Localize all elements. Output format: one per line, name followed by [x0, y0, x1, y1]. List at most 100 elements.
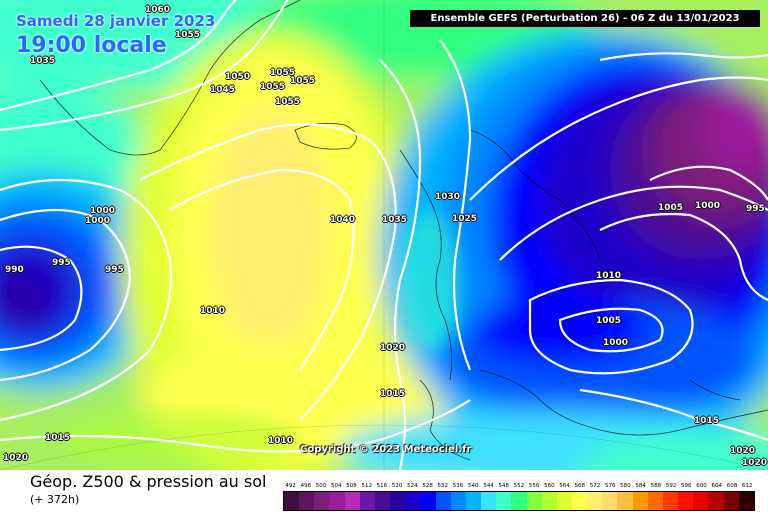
isobar-label: 1020 — [380, 343, 406, 353]
legend-swatch — [405, 492, 421, 510]
isobar-label: 995 — [52, 258, 71, 268]
legend-label: 528 — [422, 483, 433, 489]
legend-label: 580 — [620, 483, 631, 489]
legend-label: 496 — [300, 483, 312, 489]
legend-swatch — [556, 492, 572, 510]
legend-label: 516 — [376, 483, 388, 489]
isobar-label: 1020 — [3, 453, 29, 463]
isobar-label: 1000 — [603, 338, 629, 348]
geopotential-field — [0, 0, 768, 470]
legend-swatch — [435, 492, 451, 510]
legend-swatch — [708, 492, 724, 510]
legend-label: 600 — [696, 483, 707, 489]
isobar-lines — [0, 0, 768, 470]
legend-swatch — [344, 492, 360, 510]
isobar-label: 1000 — [695, 201, 721, 211]
legend-swatch — [329, 492, 345, 510]
isobar-label: 1015 — [694, 416, 720, 426]
isobar-label: 995 — [746, 204, 765, 214]
legend-swatch — [647, 492, 663, 510]
legend-swatch — [299, 492, 315, 510]
isobar-label: 1040 — [330, 215, 356, 225]
legend-swatch — [723, 492, 739, 510]
field-title: Géop. Z500 & pression au sol — [30, 472, 267, 491]
legend-label: 544 — [483, 483, 494, 489]
legend-swatch — [374, 492, 391, 510]
legend-swatch — [693, 492, 709, 510]
legend-swatch — [678, 492, 694, 510]
legend-swatch — [632, 492, 648, 510]
isobar-label: 1020 — [730, 446, 756, 456]
isobar-label: 1000 — [85, 216, 111, 226]
legend-swatch — [420, 492, 436, 510]
color-legend: 492 496 500 504 508 512 516 520 524 528 532 536 540 5… — [283, 481, 755, 511]
legend-swatch — [481, 492, 497, 510]
legend-label: 500 — [315, 483, 327, 489]
legend-swatch — [541, 492, 557, 510]
legend-swatch — [662, 492, 679, 510]
isobar-label: 1030 — [435, 192, 461, 202]
legend-swatch — [738, 492, 754, 510]
legend-swatch — [465, 492, 482, 510]
isobar-label: 1045 — [210, 85, 236, 95]
isobar-label: 1020 — [742, 458, 768, 468]
legend-label: 540 — [467, 483, 479, 489]
legend-swatch — [511, 492, 527, 510]
legend-swatch — [390, 492, 406, 510]
isobar-label: 1055 — [270, 68, 296, 78]
copyright-notice: Copyright © 2023 Meteociel.fr — [300, 444, 472, 455]
model-run-info: Ensemble GEFS (Perturbation 26) - 06 Z d… — [410, 10, 760, 27]
legend-label: 572 — [589, 483, 601, 489]
isobar-label: 1050 — [225, 72, 251, 82]
legend-label: 560 — [544, 483, 555, 489]
legend-label: 512 — [361, 483, 372, 489]
isobar-label: 1060 — [145, 5, 171, 15]
isobar-label: 1015 — [45, 433, 71, 443]
legend-label: 568 — [574, 483, 586, 489]
isobar-label: 1055 — [260, 82, 286, 92]
legend-label: 508 — [346, 483, 357, 489]
legend-label: 524 — [407, 483, 418, 489]
isobar-label: 1055 — [290, 76, 316, 86]
legend-label: 556 — [528, 483, 540, 489]
legend-swatch — [571, 492, 588, 510]
legend-swatch — [284, 492, 300, 510]
isobar-label: 1035 — [30, 56, 56, 66]
isobar-label: 1005 — [596, 316, 622, 326]
legend-swatch — [602, 492, 618, 510]
map-footer: Géop. Z500 & pression au sol (+ 372h) 49… — [0, 470, 768, 512]
legend-label: 576 — [604, 483, 616, 489]
legend-swatch — [450, 492, 466, 510]
legend-label: 548 — [498, 483, 509, 489]
isobar-label: 1010 — [200, 306, 226, 316]
weather-map: Samedi 28 janvier 2023 19:00 locale Ense… — [0, 0, 768, 470]
lead-time: (+ 372h) — [30, 493, 80, 506]
legend-label: 604 — [711, 483, 722, 489]
legend-swatch — [359, 492, 375, 510]
legend-label: 504 — [331, 483, 342, 489]
isobar-label: 1005 — [658, 203, 684, 213]
isobar-label: 1035 — [382, 215, 408, 225]
legend-label: 536 — [452, 483, 464, 489]
legend-label: 520 — [391, 483, 403, 489]
legend-swatches — [283, 491, 755, 511]
legend-label: 588 — [650, 483, 662, 489]
legend-labels: 492 496 500 504 508 512 516 520 524 528 532 536 540 5… — [283, 481, 755, 491]
isobar-label: 1010 — [268, 436, 294, 446]
legend-label: 612 — [741, 483, 753, 489]
legend-label: 564 — [559, 483, 570, 489]
legend-label: 592 — [665, 483, 677, 489]
legend-label: 552 — [513, 483, 525, 489]
legend-swatch — [587, 492, 603, 510]
coastlines — [39, 0, 768, 461]
legend-swatch — [314, 492, 330, 510]
isobar-label: 995 — [105, 265, 124, 275]
legend-label: 584 — [635, 483, 646, 489]
legend-label: 608 — [726, 483, 738, 489]
legend-swatch — [496, 492, 512, 510]
legend-swatch — [617, 492, 633, 510]
isobar-label: 1000 — [90, 206, 116, 216]
forecast-local-time: 19:00 locale — [16, 33, 167, 58]
isobar-label: 1055 — [175, 30, 201, 40]
legend-label: 532 — [437, 483, 449, 489]
